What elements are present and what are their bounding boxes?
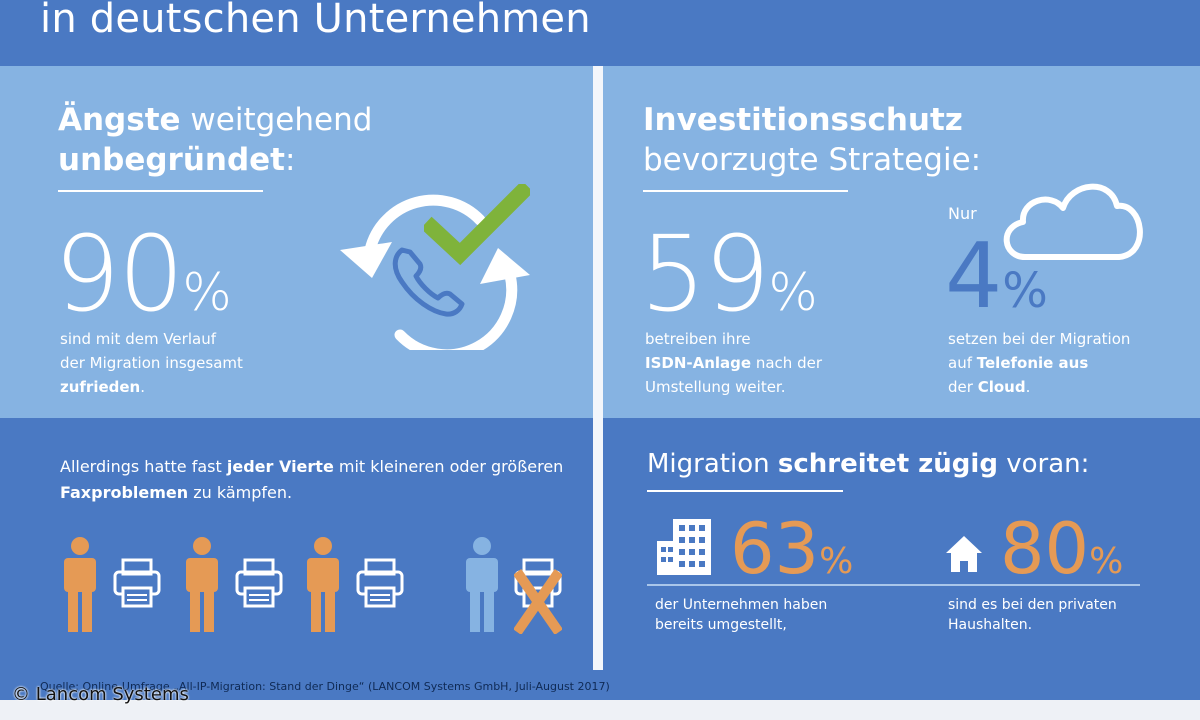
fax-icon (235, 558, 283, 608)
header-bar: in deutschen Unternehmen (0, 0, 1200, 66)
broken-fax-icon (514, 558, 562, 634)
companies-caption: der Unternehmen haben bereits umgestellt… (655, 597, 828, 633)
companies-stat: 63% (730, 508, 854, 590)
house-icon (946, 536, 982, 572)
panel-fears (0, 66, 593, 418)
stat-divider (647, 584, 1140, 586)
check-icon (424, 184, 530, 266)
heading-rule (58, 190, 263, 192)
panel-investment (603, 66, 1200, 418)
fax-problem-text: Allerdings hatte fast jeder Vierte mit k… (60, 457, 564, 502)
cloud-stat: 4% (945, 224, 1048, 329)
person-icon (307, 537, 339, 632)
isdn-caption: betreiben ihre ISDN-Anlage nach der Umst… (645, 330, 822, 396)
phone-refresh-icon (340, 194, 530, 350)
households-stat: 80% (1000, 508, 1124, 590)
investment-heading: Investitionsschutz bevorzugte Strategie: (643, 102, 982, 178)
page-title: in deutschen Unternehmen (40, 0, 591, 42)
heading-rule (643, 190, 848, 192)
cloud-caption: setzen bei der Migration auf Telefonie a… (948, 330, 1131, 396)
cloud-icon (1003, 183, 1143, 260)
person-icon (64, 537, 96, 632)
source-note: Quelle: Online-Umfrage „All-IP-Migration… (40, 680, 610, 693)
panel-divider (593, 66, 603, 670)
building-icon (657, 519, 711, 575)
person-icon (186, 537, 218, 632)
panel-fax-problems (0, 418, 593, 670)
copyright-notice: © Lancom Systems (12, 684, 189, 705)
fears-heading: Ängste weitgehend unbegründet: (58, 102, 373, 178)
fax-icon (356, 558, 404, 608)
fax-icon (113, 558, 161, 608)
fears-stat: 90% (54, 213, 232, 335)
heading-rule (647, 490, 843, 492)
person-icon (466, 537, 498, 632)
cloud-prefix: Nur (948, 204, 977, 223)
isdn-stat: 59% (640, 213, 818, 335)
households-caption: sind es bei den privaten Haushalten. (948, 597, 1117, 633)
migration-heading: Migration schreitet zügig voran: (647, 449, 1090, 479)
fears-caption: sind mit dem Verlauf der Migration insge… (60, 330, 243, 396)
footer-strip (0, 700, 1200, 720)
